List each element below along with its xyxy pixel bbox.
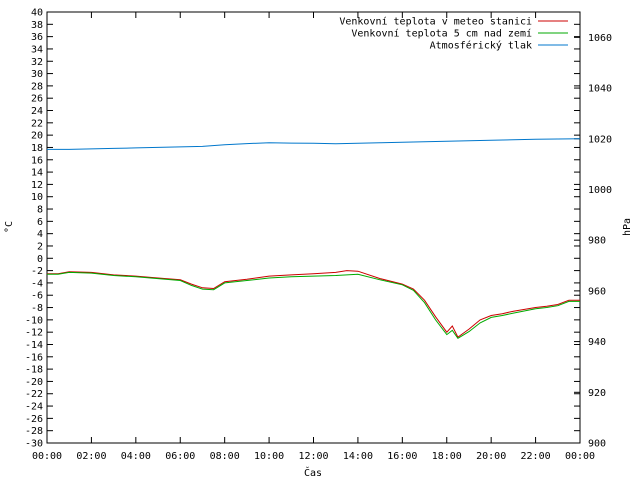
y-right-tick-label: 1000 (588, 185, 612, 196)
y-left-tick-label: 34 (31, 44, 43, 55)
y-right-axis-label: hPa (622, 218, 633, 236)
x-tick-label: 08:00 (210, 451, 240, 462)
y-left-tick-label: -8 (31, 303, 43, 314)
y-left-tick-label: -10 (25, 315, 43, 326)
y-right-tick-label: 960 (588, 286, 606, 297)
y-left-axis-label: °C (4, 221, 15, 233)
x-axis-label: Čas (304, 466, 322, 479)
y-left-tick-label: 20 (31, 131, 43, 142)
y-left-tick-label: -18 (25, 365, 43, 376)
legend-label: Atmosférický tlak (430, 40, 532, 52)
y-left-axis: -30-28-26-24-22-20-18-16-14-12-10-8-6-4-… (25, 8, 580, 450)
x-axis: 00:00 02:00 04:00 06:00 08:00 10:00 12:00 14:00… (32, 12, 595, 462)
y-left-tick-label: -16 (25, 352, 43, 363)
x-tick-label: 10:00 (254, 451, 284, 462)
y-left-tick-label: -26 (25, 414, 43, 425)
y-left-tick-label: 8 (37, 205, 43, 216)
series-lines (47, 138, 581, 339)
y-right-tick-label: 1060 (588, 33, 612, 44)
y-left-tick-label: 16 (31, 155, 43, 166)
y-left-tick-label: -30 (25, 439, 43, 450)
y-left-tick-label: -22 (25, 389, 43, 400)
series-line-1 (47, 271, 580, 339)
y-left-tick-label: 22 (31, 118, 43, 129)
x-tick-label: 06:00 (165, 451, 195, 462)
y-right-tick-label: 980 (588, 236, 606, 247)
y-left-tick-label: -14 (25, 340, 43, 351)
x-tick-label: 14:00 (343, 451, 373, 462)
y-left-tick-label: 32 (31, 57, 43, 68)
x-tick-label: 18:00 (432, 451, 462, 462)
x-tick-label: 20:00 (476, 451, 506, 462)
y-left-tick-label: 2 (37, 241, 43, 252)
series-line-0 (47, 270, 580, 338)
series-line-2 (47, 138, 581, 150)
y-left-tick-label: 18 (31, 143, 43, 154)
y-left-tick-label: 12 (31, 180, 43, 191)
y-left-tick-label: 14 (31, 168, 43, 179)
y-left-tick-label: 38 (31, 20, 43, 31)
y-left-tick-label: 0 (37, 254, 43, 265)
y-left-tick-label: -20 (25, 377, 43, 388)
legend-label: Venkovní teplota 5 cm nad zemí (351, 28, 532, 40)
y-right-tick-label: 1020 (588, 134, 612, 145)
y-right-tick-label: 900 (588, 439, 606, 450)
y-left-tick-label: -2 (31, 266, 43, 277)
y-left-tick-label: 30 (31, 69, 43, 80)
y-left-tick-label: 4 (37, 229, 43, 240)
y-left-tick-label: 6 (37, 217, 43, 228)
x-tick-label: 00:00 (565, 451, 595, 462)
legend-label: Venkovní teplota v meteo stanici (339, 16, 532, 28)
y-left-tick-label: 26 (31, 94, 43, 105)
legend: Venkovní teplota v meteo staniciVenkovní… (339, 16, 568, 52)
y-left-tick-label: 40 (31, 8, 43, 19)
x-tick-label: 12:00 (298, 451, 328, 462)
y-left-tick-label: -12 (25, 328, 43, 339)
y-left-tick-label: 28 (31, 81, 43, 92)
y-right-tick-label: 940 (588, 337, 606, 348)
x-tick-label: 02:00 (76, 451, 106, 462)
x-tick-label: 22:00 (521, 451, 551, 462)
y-left-tick-label: -24 (25, 402, 43, 413)
y-left-tick-label: -28 (25, 426, 43, 437)
y-right-tick-label: 1040 (588, 84, 612, 95)
plot-frame (46, 11, 581, 444)
x-tick-label: 16:00 (387, 451, 417, 462)
y-left-tick-label: -4 (31, 278, 43, 289)
y-right-tick-label: 920 (588, 388, 606, 399)
y-left-tick-label: 10 (31, 192, 43, 203)
x-tick-label: 04:00 (121, 451, 151, 462)
y-right-axis: 900 920 940 960 980 1000 1020 1040 1060 (574, 33, 612, 450)
y-left-tick-label: 36 (31, 32, 43, 43)
y-left-tick-label: 24 (31, 106, 43, 117)
x-tick-label: 00:00 (32, 451, 62, 462)
y-left-tick-label: -6 (31, 291, 43, 302)
